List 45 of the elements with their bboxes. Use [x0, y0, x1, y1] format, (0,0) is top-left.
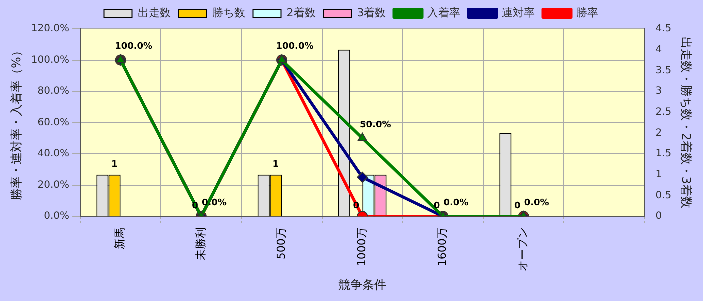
- data-label: 100.0%: [276, 42, 314, 52]
- y2-tick-label: 0: [656, 211, 662, 222]
- legend-label: 出走数: [138, 6, 171, 20]
- x-tick-label: 1600万: [436, 228, 450, 267]
- y2-tick-label: 2.5: [656, 106, 672, 118]
- data-label: 0: [434, 201, 440, 212]
- data-label: 0.0%: [524, 198, 550, 208]
- data-label: 0: [514, 201, 521, 212]
- y2-tick-label: 4.5: [656, 24, 672, 35]
- y2-tick-label: 0.5: [656, 190, 672, 202]
- data-label: 1: [112, 160, 118, 170]
- data-label: 50.0%: [360, 120, 392, 130]
- legend-label: 勝ち数: [212, 6, 246, 20]
- y-tick-label: 80.0%: [38, 86, 70, 98]
- point: [358, 132, 368, 142]
- y2-axis-title: 出走数・勝ち数・2着数・3着数: [680, 37, 694, 208]
- x-tick-label: 500万: [274, 228, 288, 260]
- y2-tick-label: 3.5: [656, 65, 672, 76]
- y-tick-label: 120.0%: [31, 24, 70, 35]
- y-tick-label: 100.0%: [31, 54, 70, 66]
- y-tick-label: 60.0%: [38, 117, 70, 128]
- y-axis-title: 勝率・連対率・入着率（%）: [9, 45, 24, 201]
- data-label: 0.0%: [444, 198, 469, 208]
- x-tick-label: 新馬: [114, 228, 127, 250]
- legend-label: 連対率: [502, 6, 536, 20]
- legend-label: 勝率: [576, 6, 599, 20]
- x-tick-label: オープン: [516, 228, 530, 272]
- y2-tick-label: 1: [656, 170, 662, 181]
- y-tick-label: 20.0%: [38, 180, 70, 191]
- y-tick-label: 40.0%: [38, 148, 70, 160]
- legend-label: 2着数: [286, 6, 316, 20]
- point: [277, 54, 287, 64]
- data-label: 1: [272, 160, 279, 170]
- x-tick-label: 未勝利: [194, 228, 208, 261]
- x-tick-label: 1000万: [355, 228, 368, 267]
- y2-tick-label: 3: [656, 86, 662, 98]
- y2-tick-label: 4: [656, 44, 662, 56]
- y-tick-label: 0.0%: [44, 211, 70, 222]
- data-label: 100.0%: [115, 42, 153, 52]
- point: [116, 54, 126, 64]
- legend-label: 3着数: [357, 6, 386, 20]
- legend-label: 入着率: [428, 6, 461, 20]
- y2-tick-label: 1.5: [656, 148, 672, 160]
- y2-tick-label: 2: [656, 128, 662, 139]
- x-axis-title: 競争条件: [338, 278, 387, 292]
